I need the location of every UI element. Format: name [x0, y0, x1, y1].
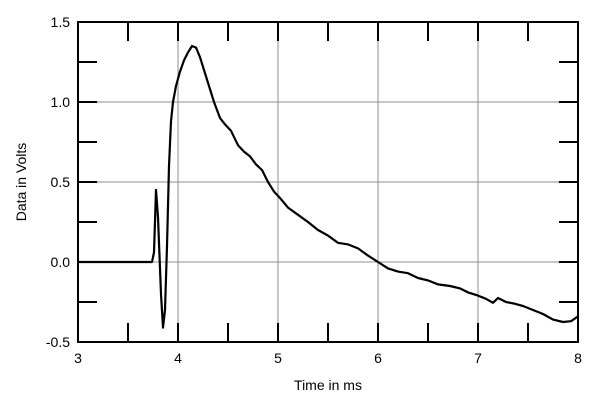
- y-tick-label: 1.0: [51, 94, 71, 110]
- y-axis-label: Data in Volts: [13, 143, 29, 222]
- y-tick-label: 0.0: [51, 254, 71, 270]
- x-tick-label: 7: [474, 350, 482, 366]
- y-tick-label: -0.5: [46, 334, 70, 350]
- x-tick-label: 5: [274, 350, 282, 366]
- gridlines: [78, 22, 578, 342]
- x-tick-label: 3: [74, 350, 82, 366]
- x-tick-label: 8: [574, 350, 582, 366]
- x-tick-labels: 3 4 5 6 7 8: [74, 350, 582, 366]
- y-tick-labels: -0.5 0.0 0.5 1.0 1.5: [46, 14, 70, 350]
- x-axis-label: Time in ms: [294, 377, 362, 393]
- y-tick-label: 1.5: [51, 14, 71, 30]
- axis-ticks: [78, 22, 578, 342]
- plot-frame: [77, 21, 579, 343]
- x-tick-label: 6: [374, 350, 382, 366]
- x-tick-label: 4: [174, 350, 182, 366]
- data-line-series: [76, 44, 580, 329]
- y-tick-label: 0.5: [51, 174, 71, 190]
